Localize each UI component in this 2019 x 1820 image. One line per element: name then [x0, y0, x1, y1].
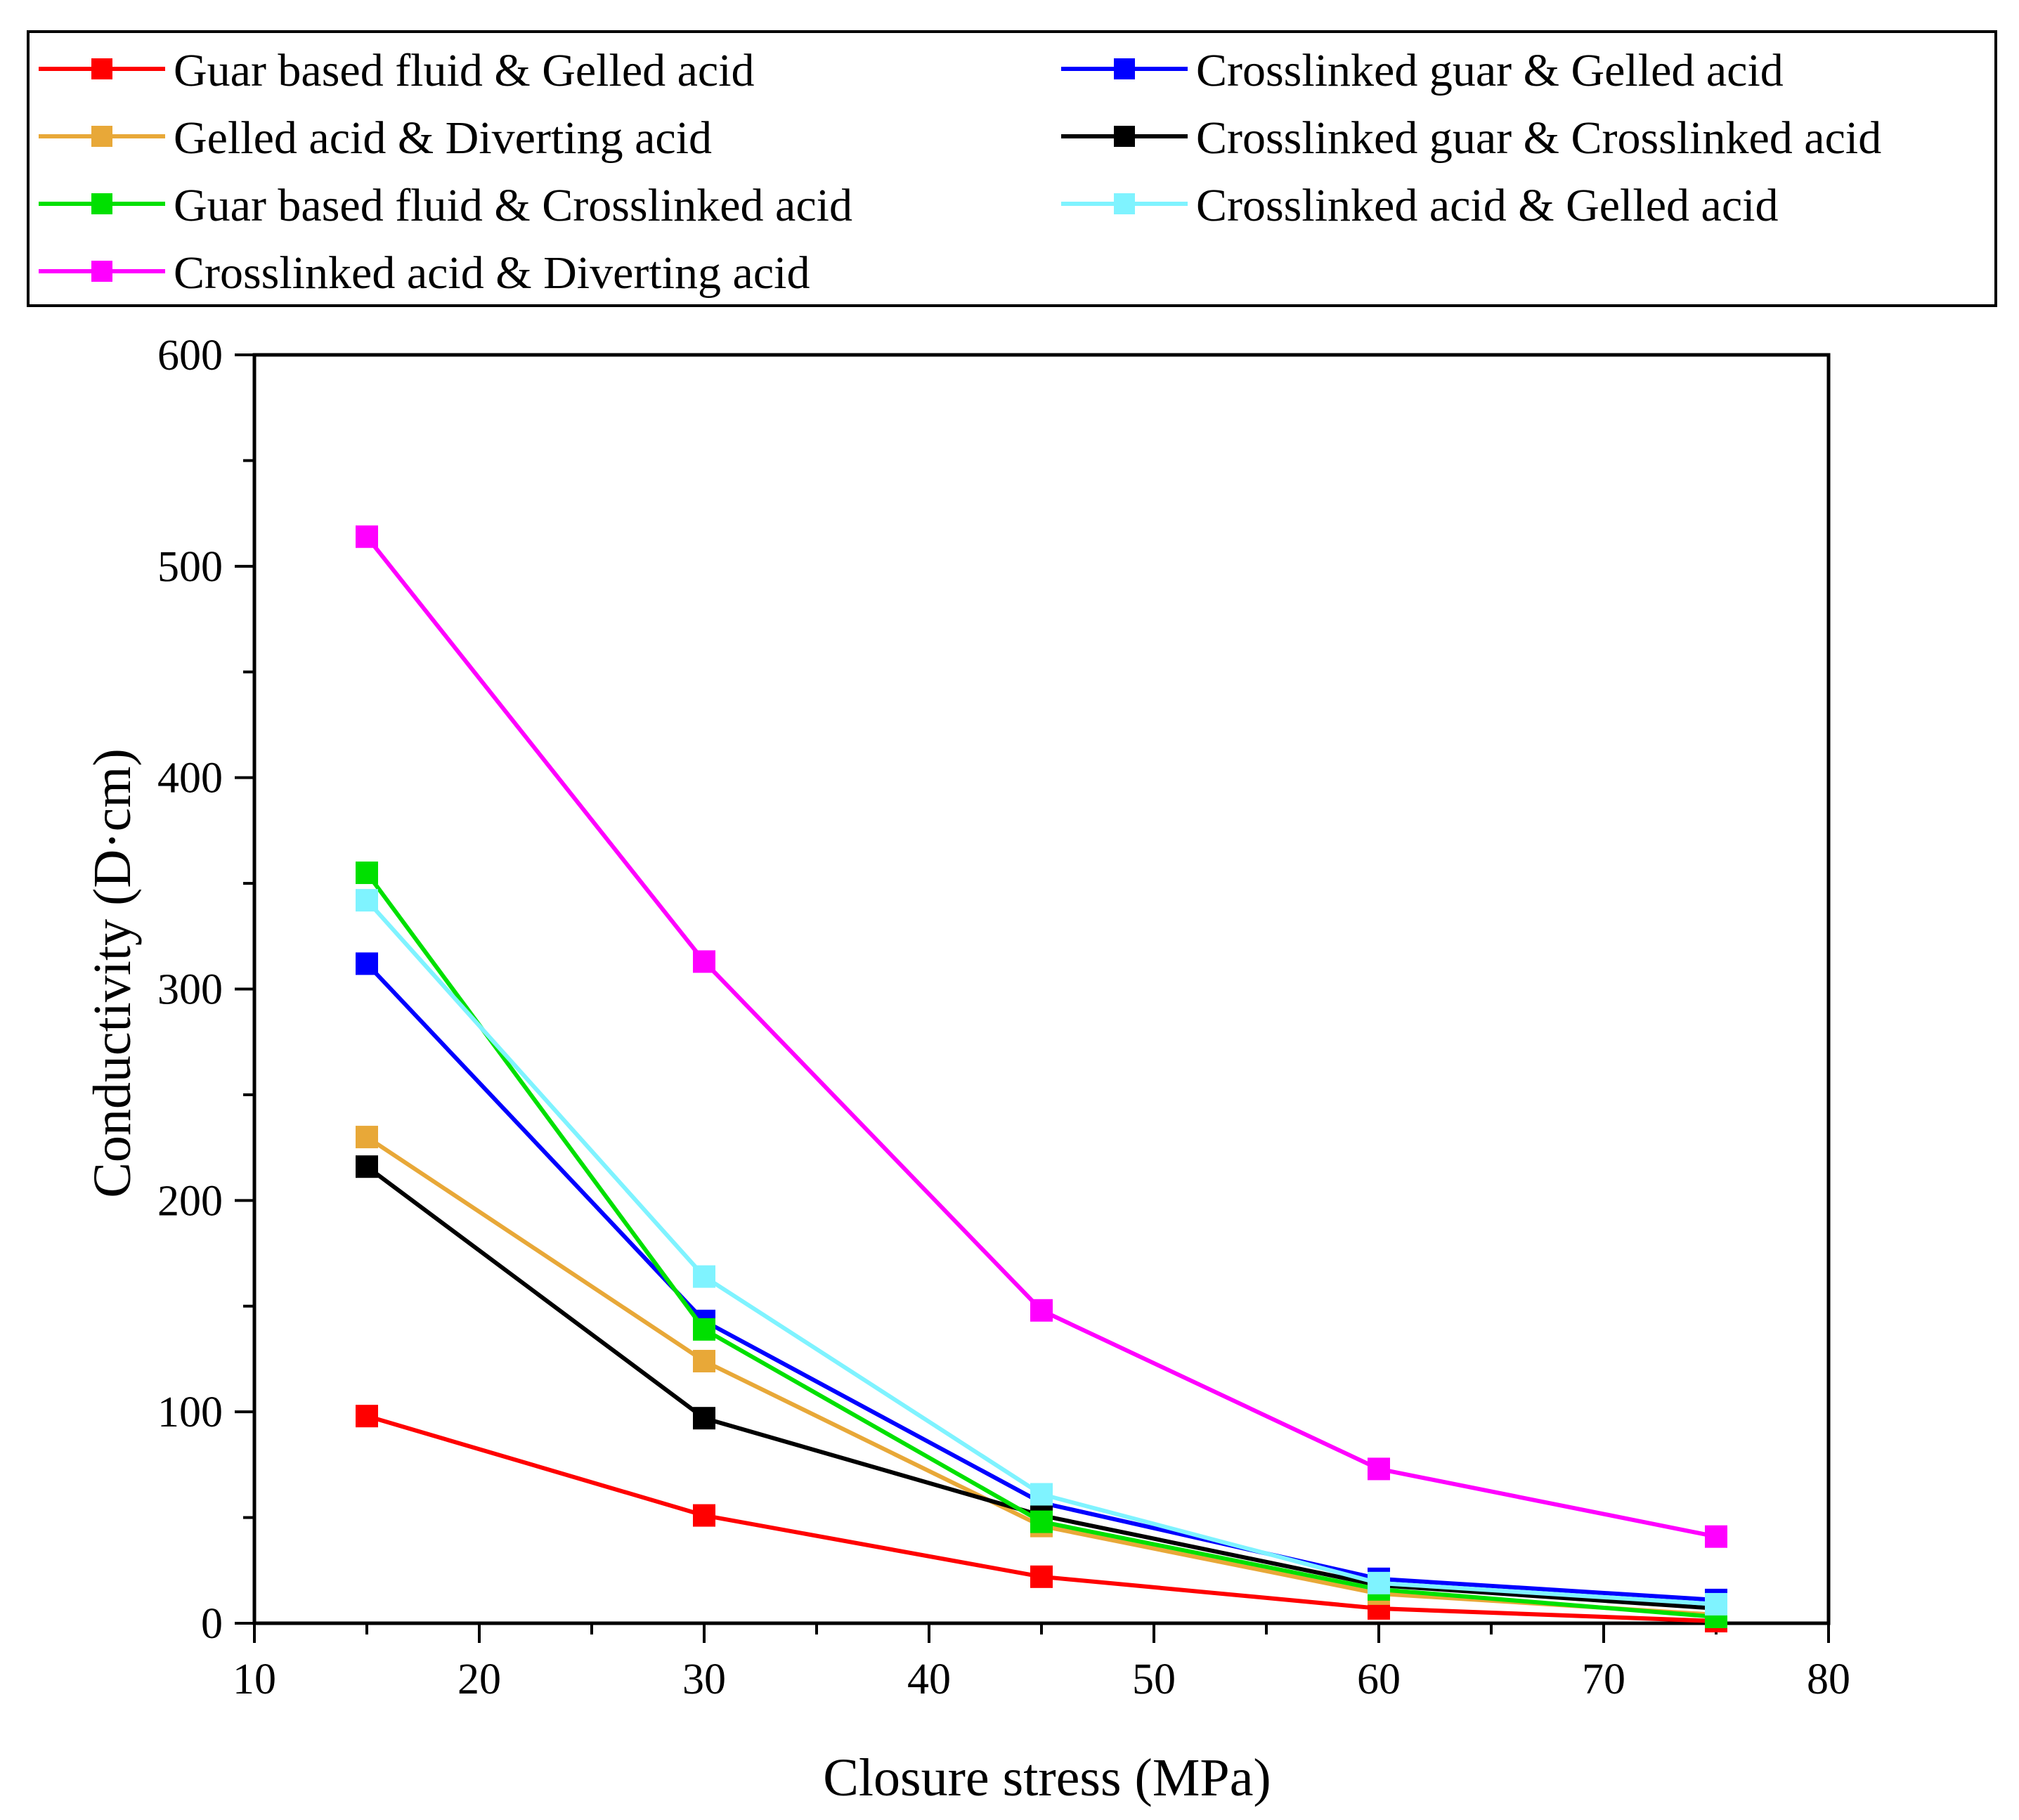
- data-point: [1030, 1483, 1053, 1506]
- plot-frame: [252, 353, 1831, 1625]
- legend-item: Guar based fluid & Gelled acid: [39, 45, 755, 96]
- legend-item: Guar based fluid & Crosslinked acid: [39, 180, 852, 231]
- data-point: [356, 525, 378, 548]
- legend: Guar based fluid & Gelled acid Crosslinke…: [39, 45, 1881, 299]
- data-point: [356, 889, 378, 912]
- x-tick-label: 40: [907, 1656, 951, 1703]
- x-tick-label: 80: [1807, 1656, 1850, 1703]
- data-point: [1368, 1571, 1390, 1594]
- x-tick-label: 50: [1132, 1656, 1176, 1703]
- y-tick-label: 300: [157, 966, 223, 1014]
- legend-item: Crosslinked guar & Crosslinked acid: [1061, 112, 1881, 164]
- y-tick-label: 600: [157, 332, 223, 379]
- data-point: [1368, 1457, 1390, 1481]
- legend-box: [27, 30, 1997, 307]
- legend-label: Guar based fluid & Gelled acid: [174, 45, 755, 96]
- data-point: [1705, 1592, 1727, 1616]
- data-point: [356, 1405, 378, 1428]
- legend-label: Crosslinked guar & Crosslinked acid: [1196, 112, 1881, 164]
- legend-label: Crosslinked guar & Gelled acid: [1196, 45, 1784, 96]
- legend-label: Gelled acid & Diverting acid: [174, 112, 712, 164]
- series-3: [356, 1126, 1727, 1626]
- series-4: [356, 1155, 1727, 1620]
- data-point: [693, 1318, 715, 1341]
- series-5: [356, 862, 1727, 1628]
- data-point: [356, 1155, 378, 1178]
- legend-marker-swatch: [91, 193, 112, 214]
- x-tick-label: 70: [1582, 1656, 1625, 1703]
- data-point: [1030, 1510, 1053, 1533]
- series-line: [365, 535, 1717, 1539]
- data-point: [1030, 1299, 1053, 1322]
- data-point: [693, 1407, 715, 1430]
- legend-marker-swatch: [1114, 58, 1135, 79]
- data-point: [356, 1126, 378, 1149]
- series-6: [356, 889, 1727, 1616]
- legend-marker-swatch: [91, 58, 112, 79]
- legend-item: Crosslinked guar & Gelled acid: [1061, 45, 1784, 96]
- legend-label: Crosslinked acid & Gelled acid: [1196, 180, 1778, 231]
- series-7: [356, 525, 1727, 1548]
- x-tick-label: 60: [1357, 1656, 1401, 1703]
- legend-label: Crosslinked acid & Diverting acid: [174, 247, 810, 299]
- axis-tick-labels: 10 20 30 40 50 60 70 80 0 100 200 300 400 500 600: [157, 332, 1850, 1703]
- series-line: [365, 1135, 1717, 1617]
- y-tick-label: 100: [157, 1389, 223, 1436]
- data-point: [693, 1349, 715, 1372]
- legend-marker-swatch: [91, 261, 112, 282]
- x-tick-label: 10: [233, 1656, 276, 1703]
- data-point: [693, 950, 715, 973]
- y-axis-title: Conductivity (D·cm): [83, 748, 142, 1198]
- legend-item: Crosslinked acid & Gelled acid: [1061, 180, 1778, 231]
- legend-marker-swatch: [1114, 193, 1135, 214]
- legend-marker-swatch: [91, 126, 112, 147]
- data-point: [356, 862, 378, 885]
- legend-marker-swatch: [1114, 126, 1135, 147]
- x-tick-label: 20: [457, 1656, 501, 1703]
- legend-label: Guar based fluid & Crosslinked acid: [174, 180, 852, 231]
- series-group: [356, 525, 1727, 1632]
- y-tick-label: 400: [157, 755, 223, 802]
- series-line: [365, 1164, 1717, 1611]
- data-point: [693, 1504, 715, 1527]
- axis-ticks: [235, 353, 1830, 1643]
- y-tick-label: 0: [201, 1600, 223, 1648]
- data-point: [1705, 1525, 1727, 1548]
- y-tick-label: 200: [157, 1177, 223, 1225]
- x-axis-title: Closure stress (MPa): [823, 1748, 1271, 1807]
- data-point: [356, 952, 378, 975]
- data-point: [693, 1265, 715, 1288]
- legend-item: Gelled acid & Diverting acid: [39, 112, 712, 164]
- legend-item: Crosslinked acid & Diverting acid: [39, 247, 810, 299]
- y-tick-label: 500: [157, 543, 223, 591]
- data-point: [1030, 1565, 1053, 1588]
- x-tick-label: 30: [682, 1656, 726, 1703]
